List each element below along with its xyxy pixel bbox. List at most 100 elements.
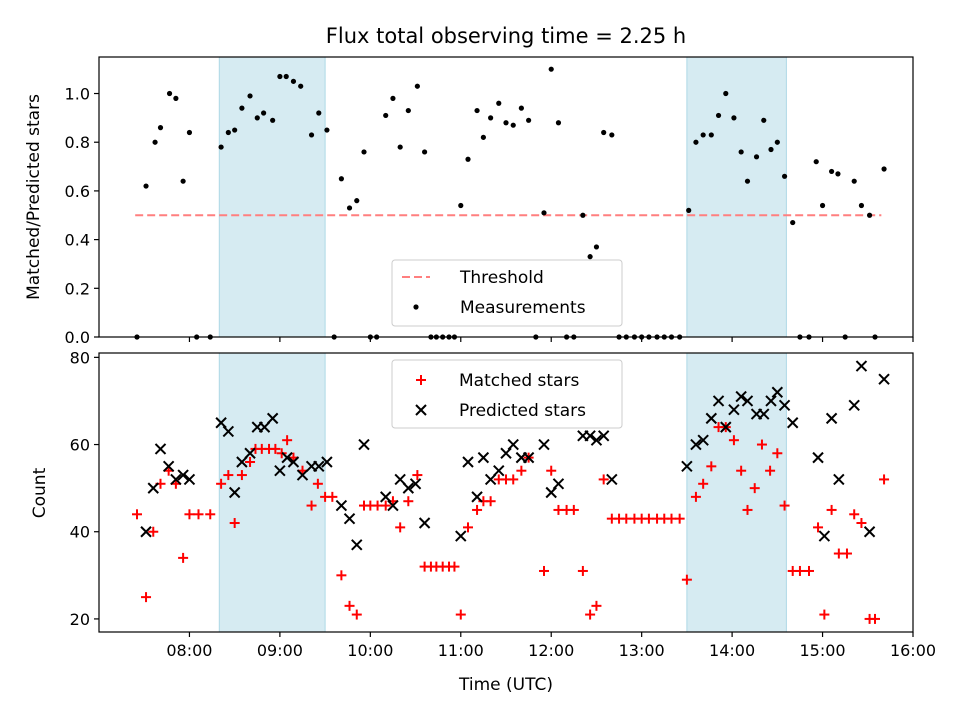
x-tick-label: 08:00: [166, 641, 212, 660]
measurement-point: [866, 212, 873, 218]
measurement-point: [298, 83, 304, 89]
matched-point: [698, 478, 709, 489]
matched-point: [463, 522, 474, 533]
x-tick-label: 14:00: [709, 641, 755, 660]
predicted-point-b: [765, 395, 777, 407]
matched-point: [184, 509, 195, 520]
predicted-point-b: [477, 451, 490, 464]
predicted-point: [771, 386, 784, 398]
measurement-point: [715, 112, 722, 119]
predicted-point-b: [741, 395, 754, 407]
bottom-y-tick-label: 80: [70, 348, 90, 367]
predicted-point: [500, 447, 512, 459]
predicted-point-b: [455, 530, 467, 542]
measurement-point: [218, 144, 224, 150]
predicted-point-b: [863, 526, 876, 538]
top-legend: Threshold Measurements: [391, 259, 623, 327]
predicted-point: [728, 403, 740, 416]
predicted-point-b: [215, 417, 227, 429]
bottom-axes-frame: [98, 352, 914, 633]
bottom-legend-box: [391, 359, 623, 429]
predicted-point-b: [358, 438, 370, 451]
matched-point: [674, 513, 685, 524]
matched-point: [472, 504, 483, 515]
matched-point: [270, 443, 281, 454]
predicted-point: [878, 373, 890, 385]
matched-point: [728, 435, 739, 446]
legend-measurements-swatch: [413, 304, 419, 310]
predicted-point-b: [825, 412, 838, 425]
predicted-point-b: [170, 473, 182, 486]
measurement-point: [580, 212, 586, 218]
legend-predicted-label: Predicted stars: [459, 401, 586, 421]
predicted-point: [507, 438, 519, 451]
predicted-point-b: [313, 460, 325, 473]
predicted-point: [825, 412, 838, 425]
measurement-point: [143, 183, 149, 189]
matched-point: [229, 518, 240, 529]
predicted-point: [296, 469, 309, 481]
matched-point: [598, 474, 609, 485]
matched-point: [879, 474, 890, 485]
predicted-point-b: [183, 473, 196, 486]
matched-point: [546, 465, 557, 476]
predicted-point-b: [538, 438, 550, 451]
predicted-point-b: [712, 395, 725, 407]
measurement-point: [510, 122, 516, 128]
predicted-point-b: [222, 425, 235, 438]
matched-point: [178, 552, 189, 563]
predicted-point: [380, 491, 392, 503]
measurement-point: [744, 178, 751, 184]
measurement-point: [731, 115, 737, 121]
matched-point: [193, 509, 204, 520]
predicted-point-b: [855, 360, 868, 372]
predicted-point-b: [321, 456, 333, 468]
matched-point: [742, 504, 753, 515]
matched-point: [736, 465, 747, 476]
predicted-point: [170, 473, 182, 486]
predicted-point-b: [409, 478, 422, 490]
predicted-point-b: [758, 408, 770, 420]
predicted-point-b: [493, 464, 505, 477]
x-axis-label: Time (UTC): [458, 675, 553, 695]
measurement-point: [458, 202, 464, 209]
predicted-point: [590, 434, 603, 446]
measurement-point: [180, 178, 186, 184]
matched-point: [205, 509, 216, 520]
measurement-point: [283, 73, 289, 80]
measurement-point: [587, 254, 593, 260]
x-tick-label: 15:00: [800, 641, 846, 660]
matched-point: [508, 474, 519, 485]
matched-point: [856, 518, 867, 529]
predicted-point: [287, 456, 300, 468]
top-axes-frame: [98, 56, 914, 338]
x-tick-label: 16:00: [890, 641, 936, 660]
predicted-point-b: [597, 430, 610, 442]
matched-point: [813, 522, 824, 533]
predicted-point-b: [606, 473, 618, 486]
predicted-point: [281, 451, 293, 464]
top-y-axis-label: Matched/Predicted stars: [24, 94, 44, 300]
predicted-point-b: [705, 412, 718, 425]
measurement-point: [835, 171, 841, 177]
predicted-point-b: [812, 451, 824, 464]
predicted-point-b: [418, 517, 431, 529]
predicted-point-b: [484, 473, 497, 486]
matched-point: [336, 570, 347, 581]
predicted-point: [787, 417, 799, 429]
predicted-point-b: [380, 491, 392, 503]
matched-point: [870, 613, 881, 624]
predicted-point-b: [500, 447, 512, 459]
predicted-point-b: [818, 530, 831, 542]
matched-point: [568, 504, 579, 515]
measurement-point: [774, 139, 780, 145]
predicted-point: [606, 473, 618, 486]
measurement-point: [422, 149, 428, 155]
predicted-point-b: [690, 438, 702, 451]
matched-point: [690, 491, 701, 502]
matched-point: [706, 461, 717, 472]
measurement-point: [186, 129, 193, 136]
measurement-point: [390, 95, 396, 101]
predicted-point-b: [787, 417, 799, 429]
predicted-point-b: [287, 456, 300, 468]
